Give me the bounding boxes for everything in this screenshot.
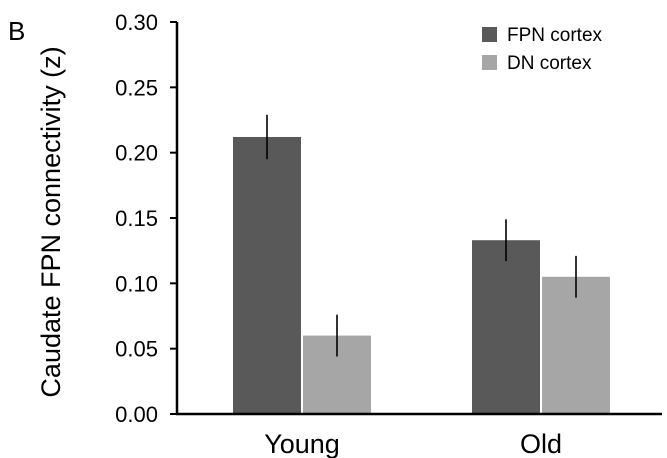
y-tick-label: 0.20	[115, 141, 158, 166]
bar-old-fpn-cortex	[472, 240, 540, 414]
legend: FPN cortex DN cortex	[482, 25, 603, 74]
y-tick-label: 0.10	[115, 271, 158, 296]
y-tick-label: 0.15	[115, 206, 158, 231]
bar-young-fpn-cortex	[233, 136, 301, 414]
y-tick-label: 0.30	[115, 10, 158, 35]
legend-swatch	[482, 27, 497, 42]
plot-area: Young Old 0.00 0.05 0.10 0.15 0.20 0.25 0.30	[115, 10, 662, 458]
x-tick-label: Young	[264, 429, 340, 458]
legend-swatch	[482, 55, 497, 70]
legend-label: DN cortex	[507, 53, 592, 74]
legend-label: FPN cortex	[507, 25, 603, 46]
panel-label: B	[8, 16, 25, 46]
x-tick-label: Old	[520, 429, 562, 458]
y-tick-label: 0.25	[115, 75, 158, 100]
y-tick-label: 0.00	[115, 402, 158, 427]
y-tick-label: 0.05	[115, 337, 158, 362]
bar-old-dn-cortex	[542, 276, 610, 414]
y-axis-label: Caudate FPN connectivity (z)	[36, 46, 66, 397]
